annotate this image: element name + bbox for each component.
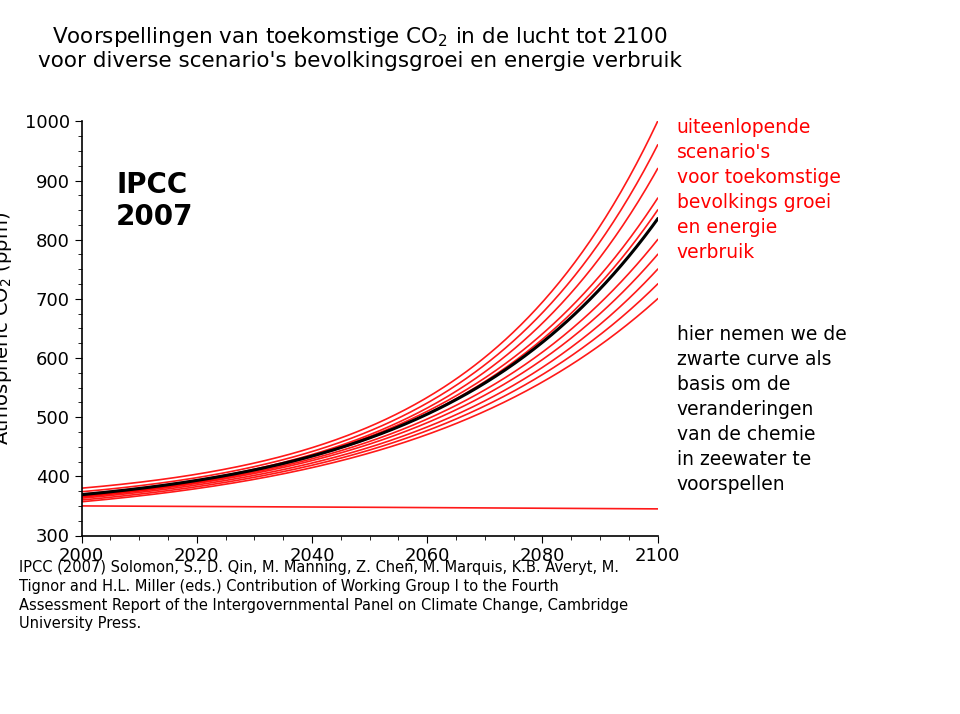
Text: Voorspellingen van toekomstige CO$_2$ in de lucht tot 2100: Voorspellingen van toekomstige CO$_2$ in… <box>52 25 668 49</box>
Text: uiteenlopende
scenario's
voor toekomstige
bevolkings groei
en energie
verbruik: uiteenlopende scenario's voor toekomstig… <box>677 118 841 262</box>
Text: voor diverse scenario's bevolkingsgroei en energie verbruik: voor diverse scenario's bevolkingsgroei … <box>38 51 682 71</box>
Text: IPCC (2007) Solomon, S., D. Qin, M. Manning, Z. Chen, M. Marquis, K.B. Averyt, M: IPCC (2007) Solomon, S., D. Qin, M. Mann… <box>19 560 629 631</box>
Y-axis label: Atmospheric CO$_2$ (ppm): Atmospheric CO$_2$ (ppm) <box>0 212 13 445</box>
Text: IPCC
2007: IPCC 2007 <box>116 171 194 231</box>
Text: hier nemen we de
zwarte curve als
basis om de
veranderingen
van de chemie
in zee: hier nemen we de zwarte curve als basis … <box>677 325 847 494</box>
